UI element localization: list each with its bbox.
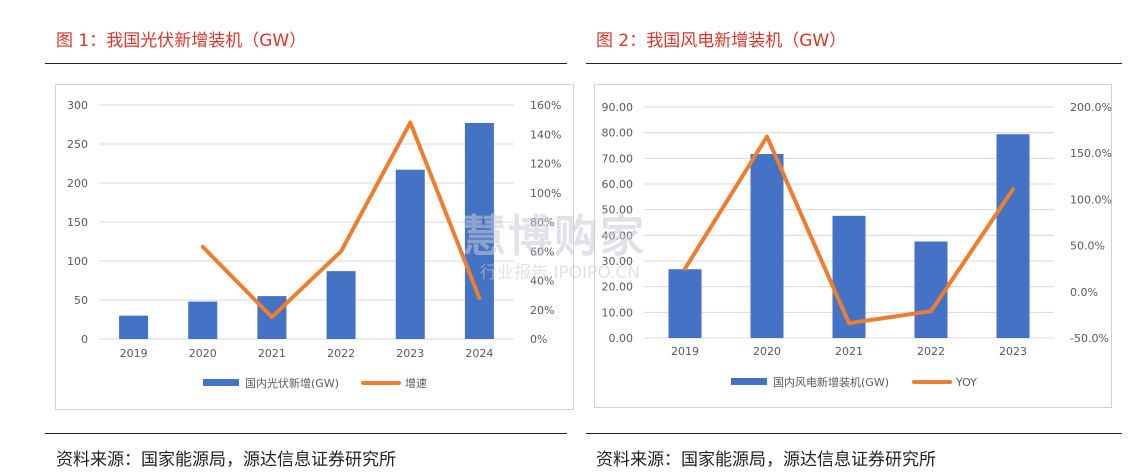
y-left-tick-label: 70.00 — [602, 152, 634, 165]
x-tick-label: 2021 — [258, 347, 286, 360]
y-right-tick-label: 150.0% — [1070, 147, 1112, 160]
figure-1-top-rule — [45, 63, 567, 64]
y-left-tick-label: 50.00 — [602, 204, 634, 217]
x-tick-label: 2020 — [189, 347, 217, 360]
y-right-tick-label: 0% — [530, 333, 547, 346]
figure-1-source: 资料来源：国家能源局，源达信息证券研究所 — [56, 450, 396, 470]
legend-label: YOY — [955, 376, 977, 389]
bar — [750, 153, 784, 338]
x-tick-label: 2022 — [327, 347, 355, 360]
legend-label: 增速 — [405, 376, 427, 390]
y-right-tick-label: 200.0% — [1070, 101, 1112, 114]
bar — [832, 215, 866, 338]
y-left-tick-label: 0 — [81, 333, 88, 346]
figure-1-title: 图 1：我国光伏新增装机（GW） — [56, 31, 307, 51]
legend-label: 国内风电新增装机(GW) — [773, 375, 889, 389]
y-right-tick-label: 60% — [530, 245, 554, 258]
y-right-tick-label: 100% — [530, 187, 561, 200]
figure-2-bottom-rule — [586, 433, 1122, 434]
y-left-tick-label: 60.00 — [602, 178, 634, 191]
y-right-tick-label: 40% — [530, 275, 554, 288]
pv-installation-chart: 0 50 100 150 200 250 300 0% 20% 40% 60% 80% 100% 120%… — [55, 84, 574, 410]
legend-swatch-bar — [203, 379, 239, 386]
y-right-tick-label: 100.0% — [1070, 193, 1112, 206]
bar — [326, 271, 356, 339]
bar — [996, 134, 1030, 338]
y-right-tick-label: 140% — [530, 128, 561, 141]
x-tick-label: 2019 — [671, 345, 699, 358]
series-line — [200, 120, 482, 320]
y-right-tick-label: 0.0% — [1070, 286, 1098, 299]
x-tick-label: 2024 — [465, 347, 493, 360]
chart-frame — [55, 84, 574, 410]
figure-2-source: 资料来源：国家能源局，源达信息证券研究所 — [596, 450, 936, 470]
y-right-tick-label: 160% — [530, 99, 561, 112]
y-right-tick-label: 120% — [530, 158, 561, 171]
y-left-tick-label: 40.00 — [602, 229, 634, 242]
legend-swatch-bar — [731, 378, 767, 385]
y-left-tick-label: 150 — [67, 216, 88, 229]
x-tick-label: 2022 — [917, 345, 945, 358]
y-left-tick-label: 100 — [67, 255, 88, 268]
bar — [119, 315, 149, 339]
y-left-tick-label: 250 — [67, 138, 88, 151]
bar — [395, 169, 425, 339]
figure-2-top-rule — [586, 63, 1122, 64]
bar — [188, 301, 218, 339]
legend-label: 国内光伏新增(GW) — [245, 376, 339, 390]
figure-2-title: 图 2：我国风电新增装机（GW） — [596, 31, 847, 51]
bar — [914, 241, 948, 338]
x-tick-label: 2023 — [999, 345, 1027, 358]
x-tick-label: 2021 — [835, 345, 863, 358]
y-right-tick-label: -50.0% — [1070, 332, 1109, 345]
wind-installation-chart: 0.00 10.00 20.00 30.00 40.00 50.00 60.00 70.00 8… — [594, 84, 1112, 408]
x-tick-label: 2023 — [396, 347, 424, 360]
y-right-tick-label: 50.0% — [1070, 240, 1105, 253]
bar — [464, 122, 494, 339]
y-left-tick-label: 30.00 — [602, 255, 634, 268]
y-left-tick-label: 20.00 — [602, 281, 634, 294]
y-left-tick-label: 80.00 — [602, 127, 634, 140]
y-left-tick-label: 300 — [67, 99, 88, 112]
y-left-tick-label: 200 — [67, 177, 88, 190]
series-line — [683, 134, 1015, 326]
figure-1-bottom-rule — [45, 433, 567, 434]
y-left-tick-label: 90.00 — [602, 101, 634, 114]
y-left-tick-label: 0.00 — [609, 332, 634, 345]
y-left-tick-label: 50 — [74, 294, 88, 307]
y-right-tick-label: 80% — [530, 216, 554, 229]
y-left-tick-label: 10.00 — [602, 306, 634, 319]
bar — [668, 269, 702, 338]
x-tick-label: 2020 — [753, 345, 781, 358]
y-right-tick-label: 20% — [530, 304, 554, 317]
x-tick-label: 2019 — [120, 347, 148, 360]
